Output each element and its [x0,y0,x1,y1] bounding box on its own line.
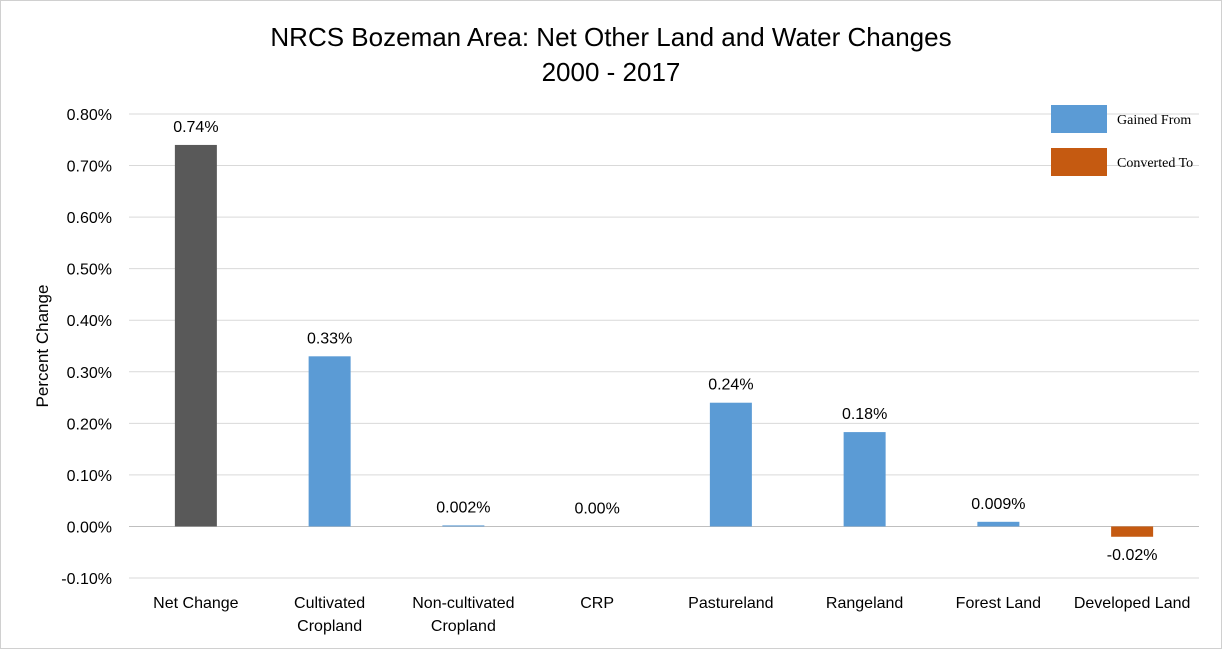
data-label: 0.18% [842,406,887,423]
category-label: Pastureland [688,595,773,612]
legend-label: Converted To [1117,156,1193,171]
legend: Gained From Converted To [1051,105,1193,176]
x-axis-categories: Net Change Cultivated Cropland Non-cultivat… [153,595,1190,635]
bar [709,402,752,527]
bars [174,144,1154,537]
y-tick-label: 0.20% [67,416,112,433]
y-axis-ticks: 0.80% 0.70% 0.60% 0.50% 0.40% 0.30% 0.20% 0.10%… [61,107,112,588]
gridlines [129,113,1199,579]
y-tick-label: 0.80% [67,107,112,124]
bar [442,525,485,527]
bar [308,356,351,527]
category-label: Developed Land [1074,595,1191,612]
chart-title-line: 2000 - 2017 [542,57,681,87]
y-tick-label: 0.50% [67,262,112,279]
category-label: Cropland [431,618,496,635]
bar [977,521,1020,527]
y-tick-label: 0.30% [67,365,112,382]
y-tick-label: 0.10% [67,468,112,485]
chart-title: NRCS Bozeman Area: Net Other Land and Wa… [270,22,951,87]
y-tick-label: 0.60% [67,210,112,227]
data-labels: 0.74% 0.33% 0.002% 0.00% 0.24% 0.18% 0.009% -0.… [173,119,1157,564]
legend-swatch [1051,105,1107,133]
chart-title-line: NRCS Bozeman Area: Net Other Land and Wa… [270,22,951,52]
y-tick-label: 0.40% [67,313,112,330]
data-label: 0.009% [971,496,1025,513]
y-tick-label: 0.70% [67,159,112,176]
category-label: Cropland [297,618,362,635]
data-label: 0.74% [173,119,218,136]
data-label: 0.24% [708,377,753,394]
category-label: Rangeland [826,595,903,612]
category-label: Forest Land [956,595,1041,612]
category-label: Net Change [153,595,238,612]
bar [843,432,886,527]
category-label: CRP [580,595,614,612]
data-label: 0.002% [436,499,490,516]
bar [174,144,217,527]
y-tick-label: 0.00% [67,519,112,536]
data-label: -0.02% [1107,547,1158,564]
legend-swatch [1051,148,1107,176]
y-axis-label: Percent Change [33,285,52,408]
y-tick-label: -0.10% [61,571,112,588]
category-label: Non-cultivated [412,595,514,612]
category-label: Cultivated [294,595,365,612]
legend-label: Gained From [1117,113,1191,128]
data-label: 0.33% [307,330,352,347]
bar [1111,526,1154,537]
data-label: 0.00% [574,500,619,517]
y-axis-title: Percent Change [33,285,52,408]
